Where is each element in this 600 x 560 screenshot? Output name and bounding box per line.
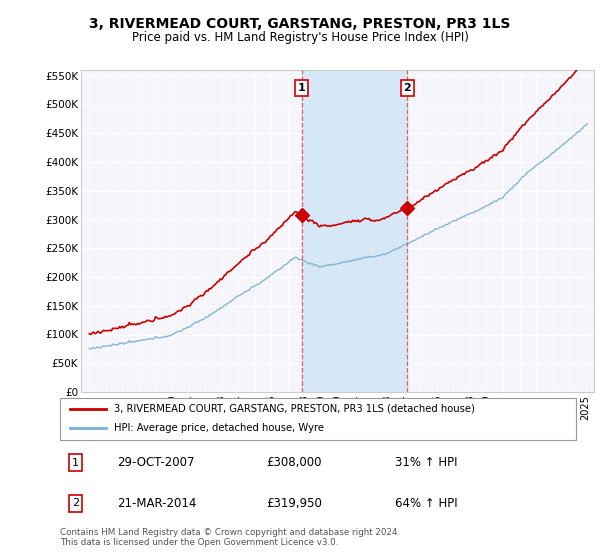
Text: 1: 1 (298, 83, 305, 93)
Text: 64% ↑ HPI: 64% ↑ HPI (395, 497, 458, 510)
Bar (302, 70, 407, 392)
Text: 1: 1 (72, 458, 79, 468)
Text: 29-OCT-2007: 29-OCT-2007 (117, 456, 194, 469)
Text: £308,000: £308,000 (266, 456, 322, 469)
Text: 2: 2 (403, 83, 411, 93)
Text: 31% ↑ HPI: 31% ↑ HPI (395, 456, 458, 469)
FancyBboxPatch shape (60, 398, 576, 440)
Text: Price paid vs. HM Land Registry's House Price Index (HPI): Price paid vs. HM Land Registry's House … (131, 31, 469, 44)
Text: Contains HM Land Registry data © Crown copyright and database right 2024.
This d: Contains HM Land Registry data © Crown c… (60, 528, 400, 547)
Text: 3, RIVERMEAD COURT, GARSTANG, PRESTON, PR3 1LS (detached house): 3, RIVERMEAD COURT, GARSTANG, PRESTON, P… (114, 404, 475, 414)
Text: 2: 2 (72, 498, 79, 508)
Text: 3, RIVERMEAD COURT, GARSTANG, PRESTON, PR3 1LS: 3, RIVERMEAD COURT, GARSTANG, PRESTON, P… (89, 17, 511, 31)
Text: HPI: Average price, detached house, Wyre: HPI: Average price, detached house, Wyre (114, 423, 324, 433)
Text: £319,950: £319,950 (266, 497, 322, 510)
Text: 21-MAR-2014: 21-MAR-2014 (117, 497, 196, 510)
